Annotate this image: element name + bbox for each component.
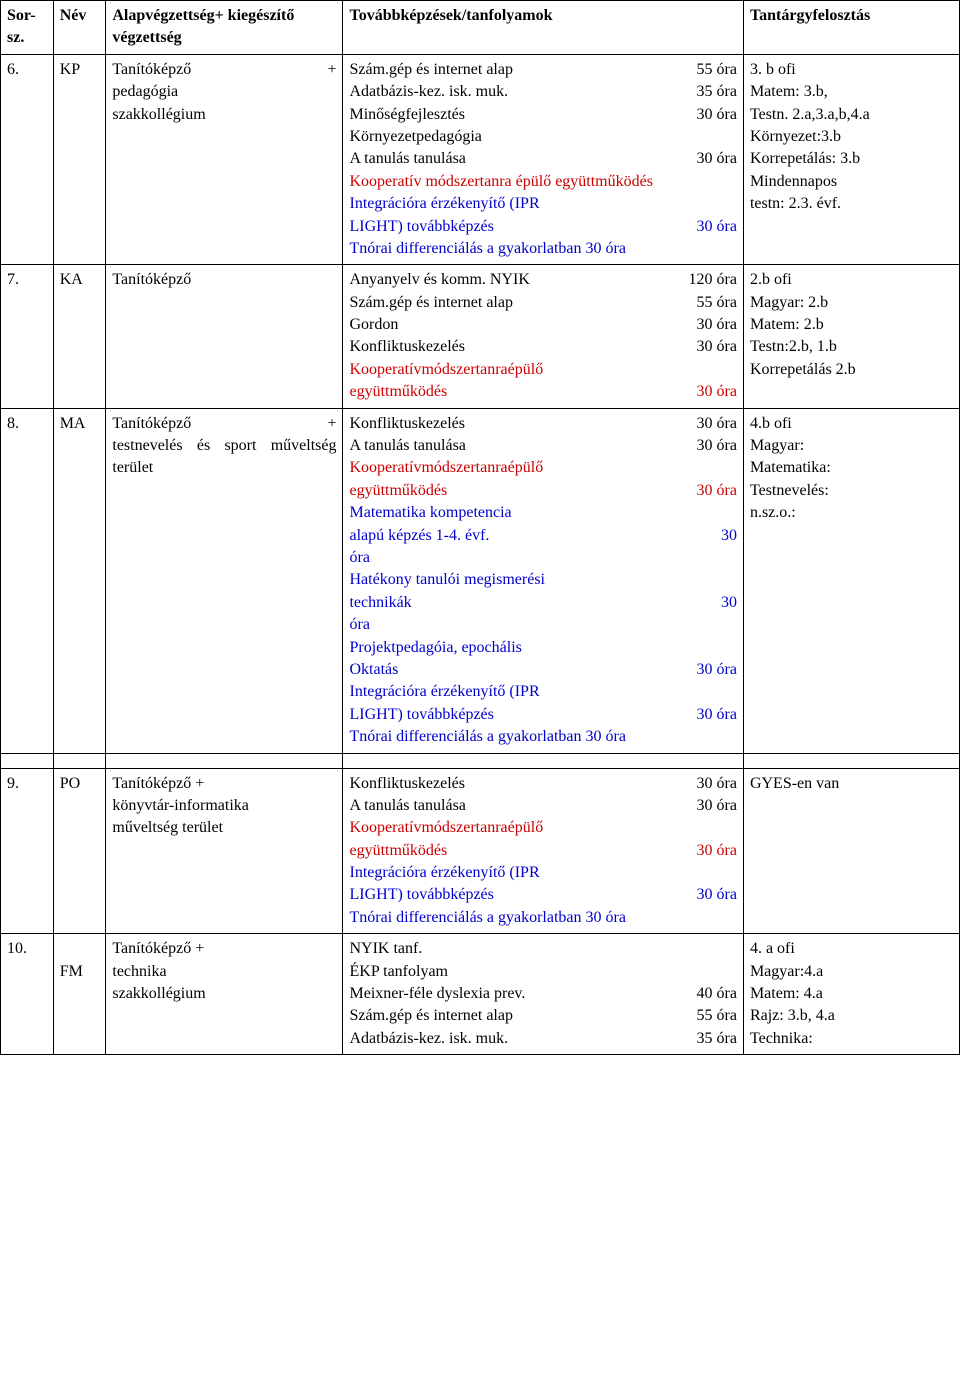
cell-sorsz: 8. xyxy=(1,408,54,753)
cell-nev: KA xyxy=(53,265,106,408)
cell-alap: Tanítóképző+testnevelés és sport művelts… xyxy=(106,408,343,753)
cell-alap: Tanítóképző +technikaszakkollégium xyxy=(106,934,343,1055)
cell-tov: Szám.gép és internet alap55 óraAdatbázis… xyxy=(343,54,743,265)
cell-nev: KP xyxy=(53,54,106,265)
cell-alap: Tanítóképző xyxy=(106,265,343,408)
col-tov: Továbbképzések/tanfolyamok xyxy=(343,1,743,55)
table-row: 8.MATanítóképző+testnevelés és sport műv… xyxy=(1,408,960,753)
cell-tov: Konfliktuskezelés30 óraA tanulás tanulás… xyxy=(343,408,743,753)
cell-tov: Anyanyelv és komm. NYIK120 óraSzám.gép é… xyxy=(343,265,743,408)
cell-nev: PO xyxy=(53,768,106,934)
cell-tant: 3. b ofiMatem: 3.b,Testn. 2.a,3.a,b,4.aK… xyxy=(743,54,959,265)
table-row: 6.KPTanítóképző+pedagógiaszakkollégiumSz… xyxy=(1,54,960,265)
col-alap: Alapvégzettség+ kiegészítő végzettség xyxy=(106,1,343,55)
cell-tant: 2.b ofiMagyar: 2.bMatem: 2.bTestn:2.b, 1… xyxy=(743,265,959,408)
col-tant: Tantárgyfelosztás xyxy=(743,1,959,55)
table-header-row: Sor- sz. Név Alapvégzettség+ kiegészítő … xyxy=(1,1,960,55)
col-sorsz: Sor- sz. xyxy=(1,1,54,55)
cell-tant: GYES-en van xyxy=(743,768,959,934)
cell-sorsz: 6. xyxy=(1,54,54,265)
cell-nev: FM xyxy=(53,934,106,1055)
training-table: Sor- sz. Név Alapvégzettség+ kiegészítő … xyxy=(0,0,960,1055)
cell-tant: 4.b ofiMagyar:Matematika:Testnevelés:n.s… xyxy=(743,408,959,753)
cell-sorsz: 10. xyxy=(1,934,54,1055)
table-row: 9.POTanítóképző +könyvtár-informatikaműv… xyxy=(1,768,960,934)
gap-row xyxy=(1,753,960,768)
cell-tov: Konfliktuskezelés30 óraA tanulás tanulás… xyxy=(343,768,743,934)
cell-sorsz: 7. xyxy=(1,265,54,408)
cell-nev: MA xyxy=(53,408,106,753)
cell-sorsz: 9. xyxy=(1,768,54,934)
cell-alap: Tanítóképző+pedagógiaszakkollégium xyxy=(106,54,343,265)
cell-tant: 4. a ofiMagyar:4.aMatem: 4.aRajz: 3.b, 4… xyxy=(743,934,959,1055)
table-row: 7.KATanítóképzőAnyanyelv és komm. NYIK12… xyxy=(1,265,960,408)
col-nev: Név xyxy=(53,1,106,55)
table-row: 10. FMTanítóképző +technikaszakkollégium… xyxy=(1,934,960,1055)
cell-alap: Tanítóképző +könyvtár-informatikaművelts… xyxy=(106,768,343,934)
cell-tov: NYIK tanf.ÉKP tanfolyamMeixner-féle dysl… xyxy=(343,934,743,1055)
